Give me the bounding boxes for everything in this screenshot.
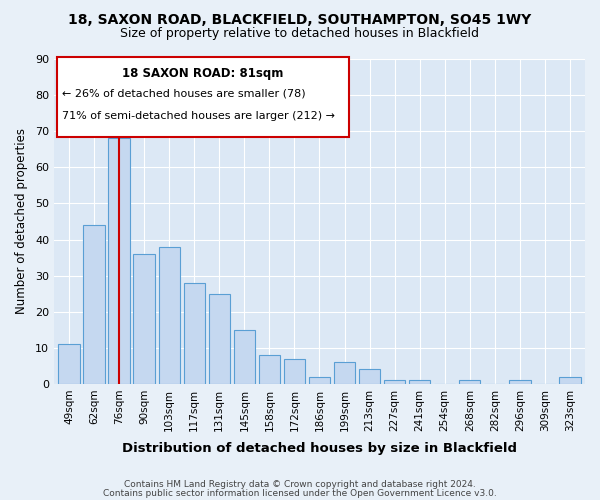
Bar	[158, 246, 180, 384]
Text: 18 SAXON ROAD: 81sqm: 18 SAXON ROAD: 81sqm	[122, 67, 283, 80]
Bar	[284, 358, 305, 384]
Text: Size of property relative to detached houses in Blackfield: Size of property relative to detached ho…	[121, 28, 479, 40]
Bar	[559, 376, 581, 384]
Bar	[459, 380, 481, 384]
Bar	[83, 225, 104, 384]
Bar	[209, 294, 230, 384]
Y-axis label: Number of detached properties: Number of detached properties	[15, 128, 28, 314]
Bar	[133, 254, 155, 384]
FancyBboxPatch shape	[56, 58, 349, 137]
X-axis label: Distribution of detached houses by size in Blackfield: Distribution of detached houses by size …	[122, 442, 517, 455]
Bar	[359, 370, 380, 384]
Text: Contains public sector information licensed under the Open Government Licence v3: Contains public sector information licen…	[103, 490, 497, 498]
Bar	[309, 376, 330, 384]
Bar	[259, 355, 280, 384]
Bar	[334, 362, 355, 384]
Text: ← 26% of detached houses are smaller (78): ← 26% of detached houses are smaller (78…	[62, 88, 305, 98]
Text: 71% of semi-detached houses are larger (212) →: 71% of semi-detached houses are larger (…	[62, 111, 335, 121]
Bar	[109, 138, 130, 384]
Text: 18, SAXON ROAD, BLACKFIELD, SOUTHAMPTON, SO45 1WY: 18, SAXON ROAD, BLACKFIELD, SOUTHAMPTON,…	[68, 12, 532, 26]
Bar	[384, 380, 405, 384]
Bar	[58, 344, 80, 384]
Bar	[233, 330, 255, 384]
Bar	[509, 380, 530, 384]
Bar	[184, 283, 205, 384]
Bar	[409, 380, 430, 384]
Text: Contains HM Land Registry data © Crown copyright and database right 2024.: Contains HM Land Registry data © Crown c…	[124, 480, 476, 489]
